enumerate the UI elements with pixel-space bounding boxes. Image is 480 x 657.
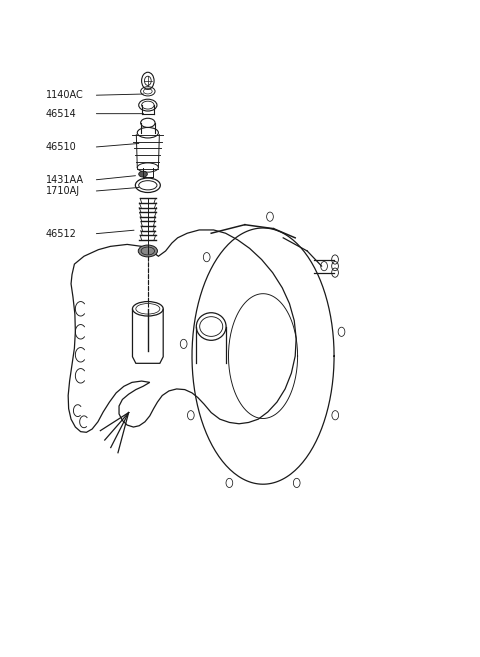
Text: 46512: 46512: [46, 229, 76, 239]
Text: 1431AA: 1431AA: [46, 175, 84, 185]
Text: 46510: 46510: [46, 142, 76, 152]
Ellipse shape: [138, 245, 157, 257]
Text: 1140AC: 1140AC: [46, 90, 84, 101]
Text: 1710AJ: 1710AJ: [46, 186, 80, 196]
Ellipse shape: [139, 171, 147, 177]
Text: 46514: 46514: [46, 108, 76, 119]
